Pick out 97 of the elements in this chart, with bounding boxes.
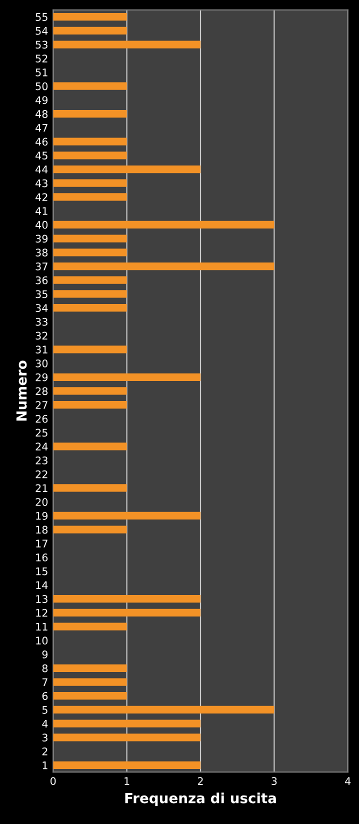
y-tick-label: 1 xyxy=(42,762,48,770)
y-tick-label: 19 xyxy=(36,512,48,520)
y-tick-label: 25 xyxy=(36,428,48,437)
x-tick-label: 1 xyxy=(124,777,130,785)
bar xyxy=(53,152,127,160)
bar xyxy=(53,82,127,90)
bar xyxy=(53,138,127,146)
bar xyxy=(53,622,127,630)
bar xyxy=(53,678,127,686)
bar xyxy=(53,262,274,270)
x-tick-label: 3 xyxy=(272,777,277,786)
bar xyxy=(53,304,127,312)
y-tick-label: 52 xyxy=(36,54,48,62)
y-tick-label: 50 xyxy=(36,82,48,90)
y-tick-label: 43 xyxy=(36,179,48,188)
bar xyxy=(53,373,200,381)
bar xyxy=(53,248,127,256)
y-tick-label: 54 xyxy=(36,27,48,35)
y-tick-label: 8 xyxy=(42,664,48,672)
y-tick-label: 24 xyxy=(36,442,48,450)
y-tick-label: 13 xyxy=(36,595,48,603)
y-tick-label: 11 xyxy=(36,622,48,631)
bar xyxy=(53,193,127,201)
bar xyxy=(53,40,200,48)
bar xyxy=(53,234,127,242)
y-tick-label: 18 xyxy=(36,526,48,534)
bar xyxy=(53,734,200,742)
y-tick-label: 17 xyxy=(36,540,48,548)
bar xyxy=(53,220,274,228)
bar xyxy=(53,13,127,21)
y-tick-label: 46 xyxy=(36,138,48,146)
y-tick-label: 20 xyxy=(36,498,48,506)
y-tick-label: 35 xyxy=(36,290,48,298)
y-tick-label: 21 xyxy=(36,484,48,492)
y-tick-label: 32 xyxy=(36,332,48,340)
bar xyxy=(53,761,200,769)
y-tick-label: 2 xyxy=(42,748,48,756)
y-tick-label: 29 xyxy=(36,373,48,382)
bar xyxy=(53,484,127,492)
bar xyxy=(53,179,127,187)
y-tick-label: 3 xyxy=(42,734,48,742)
y-tick-label: 26 xyxy=(36,414,48,423)
bar xyxy=(53,387,127,395)
x-axis-title: Frequenza di uscita xyxy=(125,792,276,806)
bar xyxy=(53,290,127,298)
y-tick-label: 53 xyxy=(36,40,48,49)
y-tick-label: 41 xyxy=(36,207,48,215)
y-tick-label: 9 xyxy=(42,650,48,658)
bar xyxy=(53,526,127,534)
y-tick-label: 28 xyxy=(36,387,48,396)
y-tick-label: 36 xyxy=(36,276,48,284)
bar xyxy=(53,608,200,617)
y-tick-label: 51 xyxy=(36,68,48,76)
y-tick-label: 12 xyxy=(36,608,48,617)
y-tick-label: 42 xyxy=(36,193,48,201)
y-tick-label: 5 xyxy=(42,706,48,714)
bar xyxy=(53,26,127,34)
y-tick-label: 30 xyxy=(36,360,48,368)
y-tick-label: 47 xyxy=(36,124,48,132)
bar xyxy=(53,706,274,714)
x-tick-label: 4 xyxy=(345,777,351,785)
y-tick-label: 34 xyxy=(36,304,48,312)
y-tick-label: 37 xyxy=(36,262,48,270)
bar xyxy=(53,110,127,118)
y-tick-label: 31 xyxy=(36,346,48,354)
y-tick-label: 10 xyxy=(36,636,48,645)
bar xyxy=(53,664,127,672)
bar xyxy=(53,276,127,284)
y-tick-label: 45 xyxy=(36,152,48,160)
y-tick-label: 14 xyxy=(36,581,48,589)
y-tick-label: 7 xyxy=(42,678,48,686)
y-tick-label: 22 xyxy=(36,470,48,478)
bar xyxy=(53,346,127,354)
bar xyxy=(53,595,200,603)
bar xyxy=(53,512,200,520)
y-tick-label: 55 xyxy=(36,13,48,21)
y-tick-label: 4 xyxy=(42,720,48,728)
x-tick-label: 0 xyxy=(50,777,56,786)
y-tick-label: 15 xyxy=(36,568,48,576)
y-tick-label: 16 xyxy=(36,554,48,562)
x-tick-label: 2 xyxy=(198,777,203,785)
bar xyxy=(53,692,127,700)
bar xyxy=(53,442,127,450)
y-tick-label: 44 xyxy=(36,166,48,174)
y-tick-label: 38 xyxy=(36,248,48,257)
y-tick-label: 27 xyxy=(36,401,48,409)
bar xyxy=(53,401,127,409)
bar xyxy=(53,165,200,174)
y-tick-label: 40 xyxy=(36,220,48,229)
y-tick-label: 23 xyxy=(36,456,48,464)
y-tick-label: 48 xyxy=(36,110,48,118)
y-tick-label: 39 xyxy=(36,234,48,243)
y-tick-label: 49 xyxy=(36,96,48,104)
y-axis-title: Numero xyxy=(16,360,27,421)
bar xyxy=(53,720,200,728)
y-tick-label: 6 xyxy=(42,692,48,700)
y-tick-label: 33 xyxy=(36,318,48,326)
